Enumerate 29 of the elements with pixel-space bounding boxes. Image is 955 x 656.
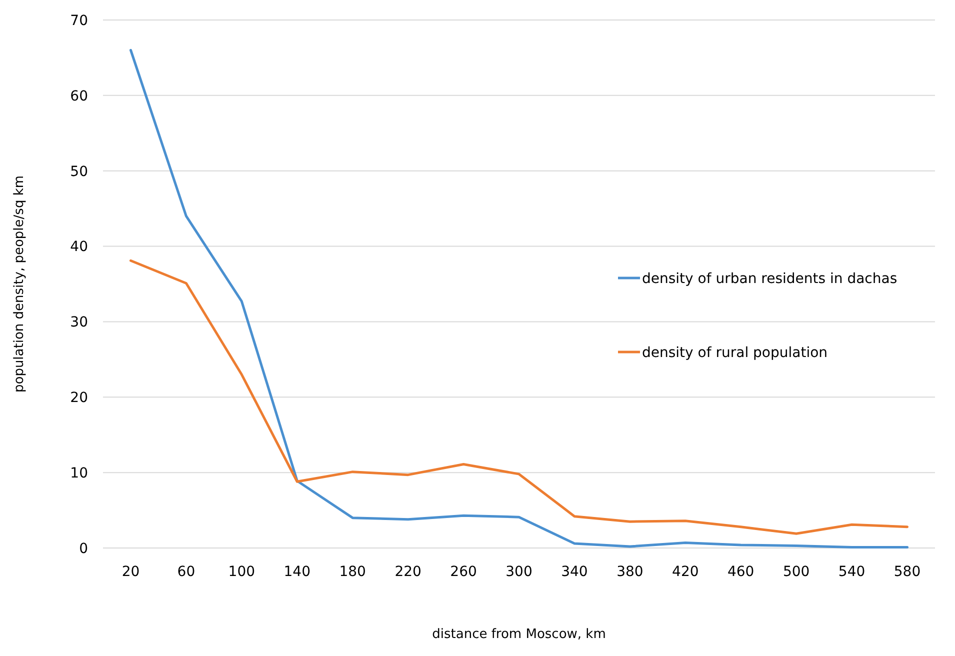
x-tick-label: 20: [122, 564, 140, 580]
x-tick-label: 540: [838, 564, 866, 580]
x-tick-label: 300: [506, 564, 532, 580]
line-series: [129, 259, 909, 535]
y-tick-label: 20: [70, 390, 88, 406]
y-tick-label: 50: [70, 164, 88, 180]
x-tick-label: 180: [339, 564, 366, 580]
legend-label: density of urban residents in dachas: [642, 270, 898, 287]
x-tick-label: 460: [728, 564, 754, 580]
y-tick-label: 70: [70, 12, 88, 29]
y-tick-label: 40: [70, 239, 88, 256]
legend-label: density of rural population: [642, 344, 828, 361]
line-series: [129, 48, 909, 548]
y-tick-label: 10: [70, 465, 88, 482]
y-tick-label: 0: [79, 540, 88, 557]
x-tick-label: 340: [561, 564, 588, 580]
y-tick-label: 60: [70, 88, 88, 104]
x-tick-label: 580: [894, 564, 921, 580]
x-tick-label: 60: [177, 564, 196, 580]
y-tick-label: 30: [70, 314, 88, 331]
x-axis-title: distance from Moscow, km: [432, 627, 606, 642]
x-tick-label: 380: [616, 564, 644, 580]
x-tick-label: 420: [672, 564, 699, 580]
x-tick-label: 500: [782, 564, 810, 580]
x-tick-label: 220: [394, 564, 422, 580]
y-axis-title: population density, people/sq km: [12, 175, 27, 393]
x-tick-label: 140: [284, 564, 310, 580]
x-tick-label: 260: [450, 564, 477, 580]
x-tick-label: 100: [228, 564, 256, 580]
